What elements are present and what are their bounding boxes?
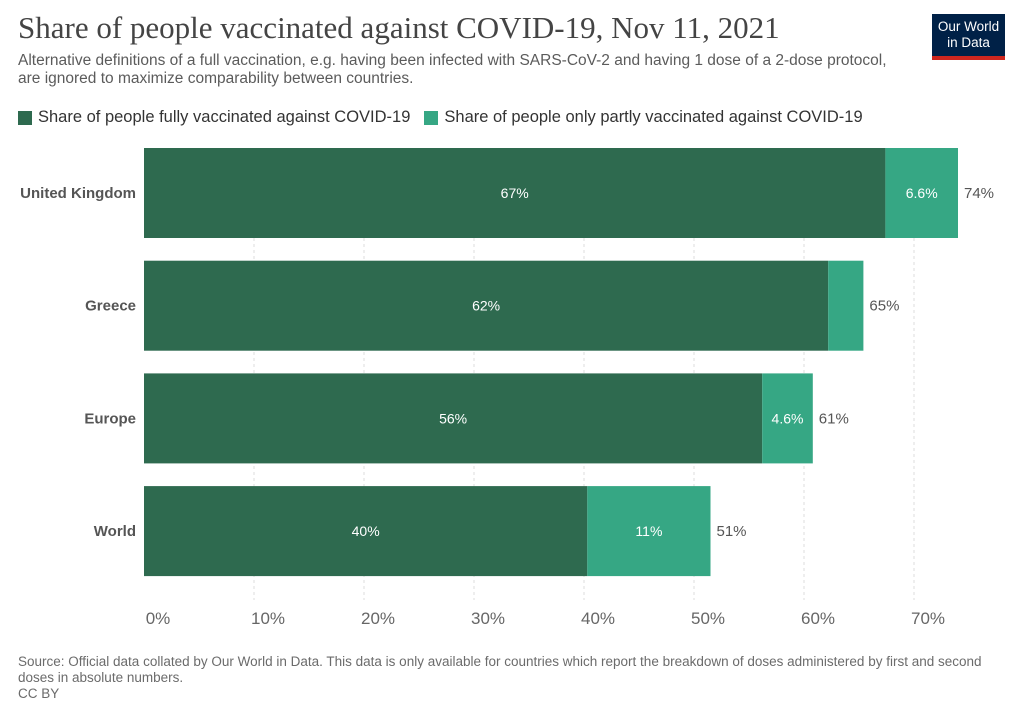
bar-chart: 0% 10% 20% 30% 40% 50% 60% 70% United Kingdom 67%… [20, 148, 994, 628]
x-tick-label: 0% [146, 609, 171, 628]
bar-label-fully: 62% [472, 298, 500, 314]
category-label: Greece [85, 298, 136, 315]
x-tick-label: 50% [691, 609, 725, 628]
x-tick-label: 30% [471, 609, 505, 628]
bar-label-fully: 67% [501, 185, 529, 201]
chart-legend: Share of people fully vaccinated against… [18, 108, 877, 127]
bar-total-label: 74% [964, 185, 994, 202]
legend-item-partly[interactable]: Share of people only partly vaccinated a… [424, 108, 863, 127]
bar-label-partly: 11% [635, 523, 662, 539]
legend-item-fully[interactable]: Share of people fully vaccinated against… [18, 108, 410, 127]
chart-title: Share of people vaccinated against COVID… [18, 10, 780, 45]
legend-swatch-fully [18, 110, 32, 125]
bar-label-fully: 40% [352, 523, 380, 539]
x-tick-label: 40% [581, 609, 615, 628]
license-label[interactable]: CC BY [18, 686, 60, 701]
bar-total-label: 65% [869, 298, 899, 315]
bar-partly [587, 486, 711, 577]
category-label: United Kingdom [20, 185, 136, 202]
bar-partly [828, 260, 864, 351]
x-tick-label: 20% [361, 609, 395, 628]
chart-subtitle: Alternative definitions of a full vaccin… [18, 52, 887, 87]
category-label: World [94, 523, 136, 540]
bar-label-partly: 4.6% [772, 410, 804, 426]
legend-swatch-partly [424, 110, 439, 125]
chart-footer: Source: Official data collated by Our Wo… [18, 654, 998, 702]
bar-partly [885, 148, 958, 238]
legend-label-partly: Share of people only partly vaccinated a… [444, 108, 863, 126]
source-note: Source: Official data collated by Our Wo… [18, 654, 982, 685]
bar-label-partly: 6.6% [906, 185, 938, 201]
bar-fully [144, 486, 588, 577]
bar-total-label: 51% [717, 523, 747, 540]
bar-partly [762, 373, 813, 464]
bar-total-label: 61% [819, 410, 849, 427]
legend-label-fully: Share of people fully vaccinated against… [38, 108, 411, 126]
x-tick-label: 60% [801, 609, 835, 628]
x-tick-label: 10% [251, 609, 285, 628]
bar-fully [144, 260, 829, 351]
category-label: Europe [84, 410, 136, 427]
logo-line-1: Our World [937, 19, 1000, 34]
logo-line-2: in Data [947, 35, 990, 50]
bar-fully [144, 373, 763, 464]
x-tick-label: 70% [911, 609, 945, 628]
owid-logo[interactable]: Our World in Data [932, 14, 1005, 60]
bar-label-fully: 56% [439, 410, 467, 426]
bar-fully [144, 148, 886, 238]
